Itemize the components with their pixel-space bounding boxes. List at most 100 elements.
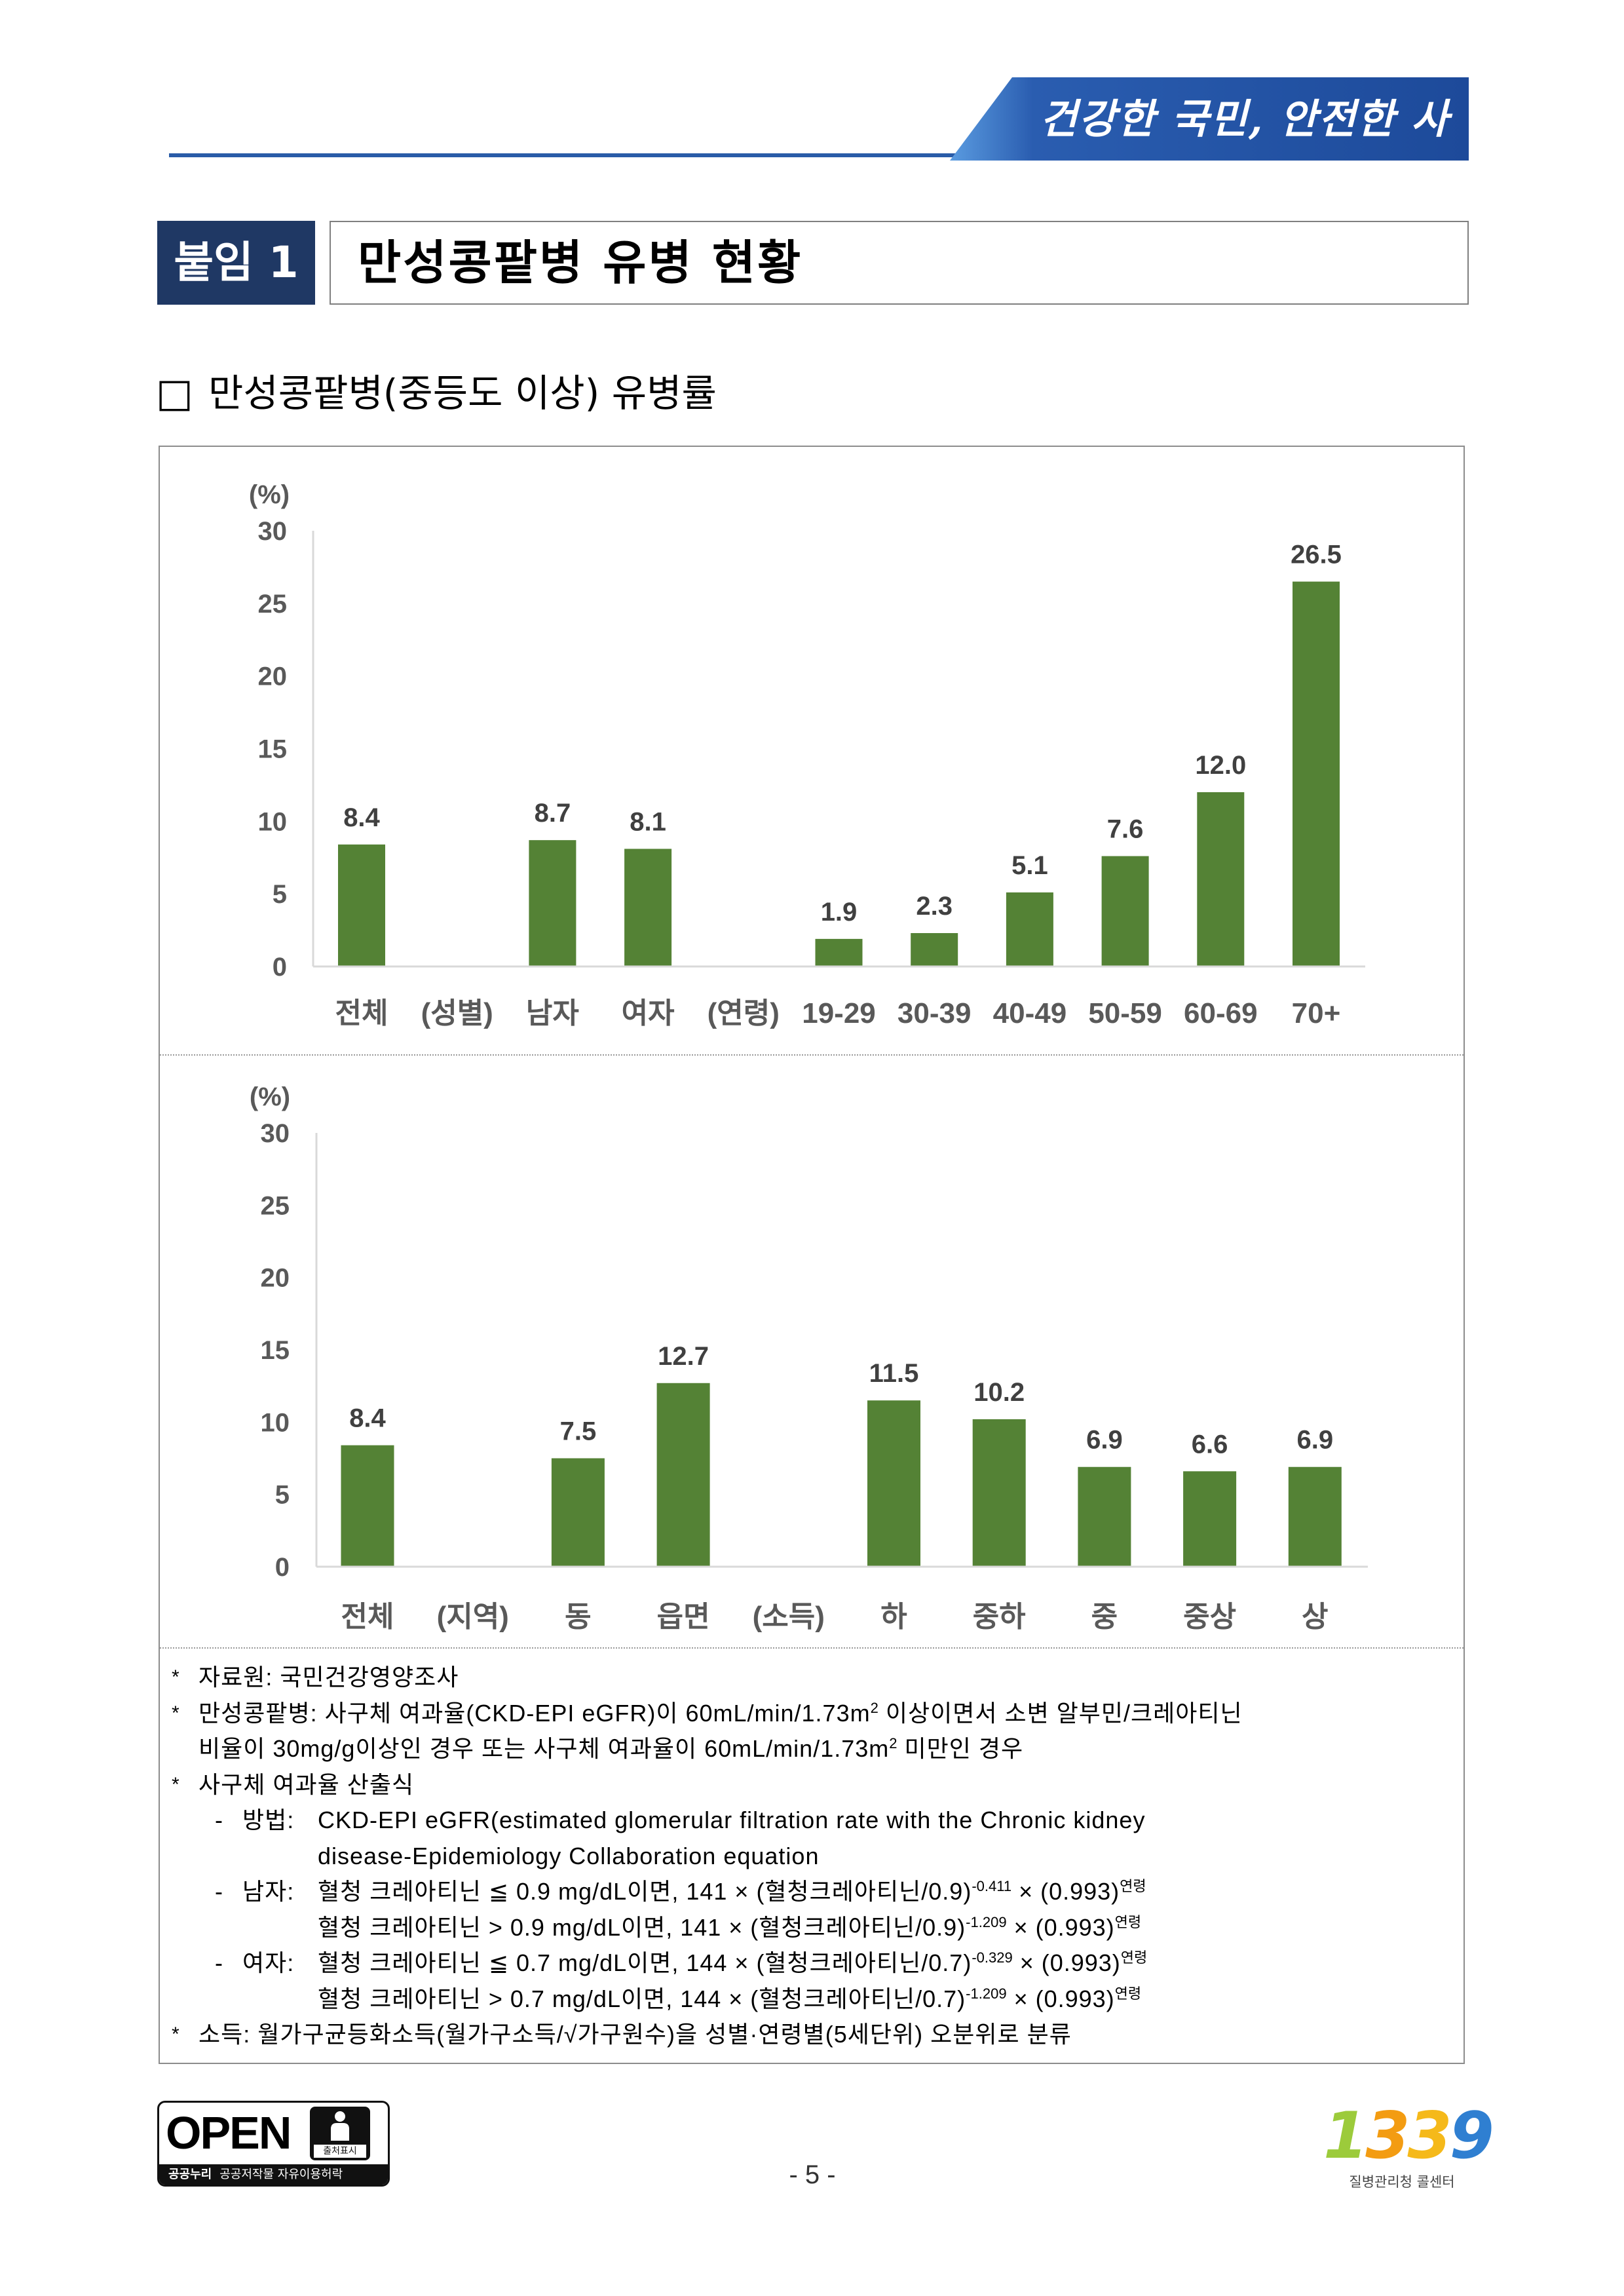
footnotes: * 자료원: 국민건강영양조사 * 만성콩팥병: 사구체 여과율(CKD-EPI eG… bbox=[172, 1660, 1456, 2053]
chart-1-bar-4 bbox=[624, 849, 672, 966]
superscript: -1.209 bbox=[966, 1913, 1007, 1930]
note-line: 혈청 크레아티닌 > 0.9 mg/dL이면, 141 × (혈청크레아티닌/0… bbox=[318, 1910, 1456, 1946]
chart-2-y-tick-label: 5 bbox=[275, 1481, 290, 1510]
section-heading: □ 만성콩팥병(중등도 이상) 유병률 bbox=[156, 368, 717, 418]
chart-1-value-label-11: 26.5 bbox=[1291, 541, 1342, 569]
note-marker: * bbox=[172, 1702, 180, 1724]
chart-1-value-label-4: 8.1 bbox=[630, 807, 666, 836]
attribution-label: 출처표시 bbox=[314, 2145, 366, 2158]
chart-2-value-label-4: 12.7 bbox=[658, 1342, 709, 1371]
call-center-digit: 9 bbox=[1449, 2099, 1494, 2173]
chart-2-category-label-5: (소득) bbox=[753, 1601, 825, 1633]
superscript: 2 bbox=[889, 1735, 897, 1751]
chart-1-value-label-9: 7.6 bbox=[1107, 815, 1144, 844]
note-sub-marker: - bbox=[215, 1949, 223, 1976]
note-line: 혈청 크레아티닌 ≦ 0.7 mg/dL이면, 144 × (혈청크레아티닌/0… bbox=[318, 1945, 1456, 1981]
chart-2-value-label-10: 6.9 bbox=[1296, 1426, 1333, 1455]
chart-2-y-tick-label: 20 bbox=[261, 1264, 290, 1293]
note-line: 자료원: 국민건강영양조사 bbox=[198, 1660, 1456, 1696]
note-item: * 소득: 월가구균등화소득(월가구소득/√가구원수)을 성별·연령별(5세단위)… bbox=[172, 2017, 1456, 2053]
chart-2-category-label-8: 중 bbox=[1091, 1601, 1118, 1633]
chart-1-category-label-4: 여자 bbox=[622, 997, 675, 1029]
note-text: × (0.993) bbox=[1006, 1985, 1115, 2012]
note-line: 소득: 월가구균등화소득(월가구소득/√가구원수)을 성별·연령별(5세단위) … bbox=[198, 2017, 1456, 2053]
note-body: 만성콩팥병: 사구체 여과율(CKD-EPI eGFR)이 60mL/min/1… bbox=[198, 1696, 1456, 1767]
note-body: 자료원: 국민건강영양조사 bbox=[198, 1660, 1456, 1696]
chart-2-bar-4 bbox=[656, 1383, 710, 1567]
chart-2-bar-8 bbox=[1078, 1466, 1131, 1567]
superscript: 연령 bbox=[1114, 1985, 1142, 2002]
chart-frame bbox=[159, 446, 1465, 2064]
note-text: disease-Epidemiology Collaboration equat… bbox=[318, 1842, 820, 1869]
call-center-digit: 1 bbox=[1323, 2099, 1368, 2173]
call-center-label: 질병관리청 콜센터 bbox=[1349, 2174, 1455, 2190]
chart-1-bar-1 bbox=[338, 844, 385, 966]
chart-2-bar-9 bbox=[1183, 1471, 1237, 1567]
chart-2-category-label-2: (지역) bbox=[437, 1601, 509, 1633]
license-text: 공공저작물 자유이용허락 bbox=[219, 2168, 343, 2181]
note-marker: * bbox=[172, 1773, 180, 1795]
note-text: × (0.993) bbox=[1006, 1913, 1115, 1941]
chart-1-category-label-3: 남자 bbox=[526, 997, 579, 1029]
chart-1-bar-8 bbox=[1006, 892, 1053, 966]
note-text: × (0.993) bbox=[1011, 1878, 1120, 1905]
attachment-tag: 붙임 1 bbox=[157, 221, 315, 305]
chart-2-y-tick-label: 10 bbox=[261, 1408, 290, 1437]
chart-1-category-label-7: 30-39 bbox=[897, 997, 972, 1029]
chart-2-category-label-6: 하 bbox=[880, 1601, 907, 1633]
chart-1-bar-3 bbox=[529, 840, 576, 966]
note-body: 사구체 여과율 산출식 - 방법: CKD-EPI eGFR(estimated gl… bbox=[198, 1767, 1456, 2018]
chart-1-category-label-6: 19-29 bbox=[802, 997, 876, 1029]
superscript: 연령 bbox=[1120, 1949, 1148, 1966]
page-number: - 5 - bbox=[789, 2160, 836, 2189]
chart-1-category-label-11: 70+ bbox=[1292, 997, 1341, 1029]
chart-1-bar-7 bbox=[911, 933, 958, 966]
note-line: 혈청 크레아티닌 > 0.7 mg/dL이면, 144 × (혈청크레아티닌/0… bbox=[318, 1981, 1456, 2018]
note-line: 사구체 여과율 산출식 bbox=[198, 1767, 1456, 1803]
prevalence-by-region-income-chart: (%) 0 5 10 15 20 25 30 8.4 전체 (지역) 7.5 동 12.7 읍면 (소득) 11… bbox=[250, 1082, 1368, 1633]
chart-1-bar-6 bbox=[815, 938, 863, 966]
superscript: 2 bbox=[870, 1699, 878, 1716]
chart-1-y-tick-label: 5 bbox=[273, 880, 287, 909]
kogl-open-license-logo: OPEN 출처표시 공공누리 공공저작물 자유이용허락 bbox=[157, 2101, 390, 2187]
chart-2-category-label-7: 중하 bbox=[973, 1601, 1026, 1633]
note-sub-marker: - bbox=[215, 1878, 223, 1905]
note-text: 만성콩팥병: 사구체 여과율(CKD-EPI eGFR)이 60mL/min/1… bbox=[198, 1699, 871, 1727]
chart-2-category-label-9: 중상 bbox=[1183, 1601, 1236, 1633]
chart-2-value-label-8: 6.9 bbox=[1086, 1426, 1123, 1455]
chart-2-value-label-1: 8.4 bbox=[349, 1404, 386, 1433]
chart-1-category-label-1: 전체 bbox=[335, 997, 388, 1029]
note-subitem: - 방법: CKD-EPI eGFR(estimated glomerular fi… bbox=[215, 1803, 1456, 1874]
note-sub-body: CKD-EPI eGFR(estimated glomerular filtra… bbox=[318, 1803, 1456, 1874]
chart-2-y-tick-label: 30 bbox=[261, 1119, 290, 1148]
note-subitem: - 여자: 혈청 크레아티닌 ≦ 0.7 mg/dL이면, 144 × (혈청크레아… bbox=[215, 1945, 1456, 2017]
chart-2-category-label-3: 동 bbox=[565, 1601, 591, 1633]
chart-1-y-tick-label: 15 bbox=[258, 735, 288, 764]
call-center-1339-logo: 1339 질병관리청 콜센터 bbox=[1323, 2099, 1494, 2194]
superscript: 연령 bbox=[1120, 1878, 1146, 1894]
note-line: 혈청 크레아티닌 ≦ 0.9 mg/dL이면, 141 × (혈청크레아티닌/0… bbox=[318, 1874, 1456, 1910]
chart-1-unit-label: (%) bbox=[249, 480, 290, 509]
header-banner bbox=[950, 77, 1469, 161]
note-sub-label: 여자: bbox=[242, 1949, 295, 1976]
chart-1-value-label-1: 8.4 bbox=[343, 803, 380, 832]
note-item: * 사구체 여과율 산출식 - 방법: CKD-EPI eGFR(estimated g… bbox=[172, 1767, 1456, 2018]
note-marker: * bbox=[172, 2023, 180, 2045]
note-subitem: - 남자: 혈청 크레아티닌 ≦ 0.9 mg/dL이면, 141 × (혈청크레아… bbox=[215, 1874, 1456, 1945]
chart-1-y-tick-label: 30 bbox=[258, 517, 288, 546]
chart-1-category-label-9: 50-59 bbox=[1088, 997, 1162, 1029]
note-body: 소득: 월가구균등화소득(월가구소득/√가구원수)을 성별·연령별(5세단위) … bbox=[198, 2017, 1456, 2053]
chart-1-value-label-10: 12.0 bbox=[1195, 751, 1246, 780]
dotted-divider bbox=[160, 1054, 1463, 1056]
note-text: 비율이 30mg/g이상인 경우 또는 사구체 여과율이 60mL/min/1.… bbox=[198, 1735, 890, 1762]
note-text: 미만인 경우 bbox=[897, 1735, 1024, 1762]
attribution-badge: 출처표시 bbox=[310, 2107, 370, 2160]
section-heading-text: 만성콩팥병(중등도 이상) 유병률 bbox=[208, 371, 717, 415]
note-text: 이상이면서 소변 알부민/크레아티닌 bbox=[878, 1699, 1243, 1727]
chart-2-y-tick-label: 25 bbox=[261, 1191, 290, 1220]
note-sub-label: 방법: bbox=[242, 1807, 295, 1833]
note-line: CKD-EPI eGFR(estimated glomerular filtra… bbox=[318, 1803, 1456, 1839]
chart-2-category-label-1: 전체 bbox=[341, 1601, 394, 1633]
chart-1-bar-9 bbox=[1101, 856, 1149, 966]
superscript: -0.329 bbox=[972, 1949, 1013, 1966]
